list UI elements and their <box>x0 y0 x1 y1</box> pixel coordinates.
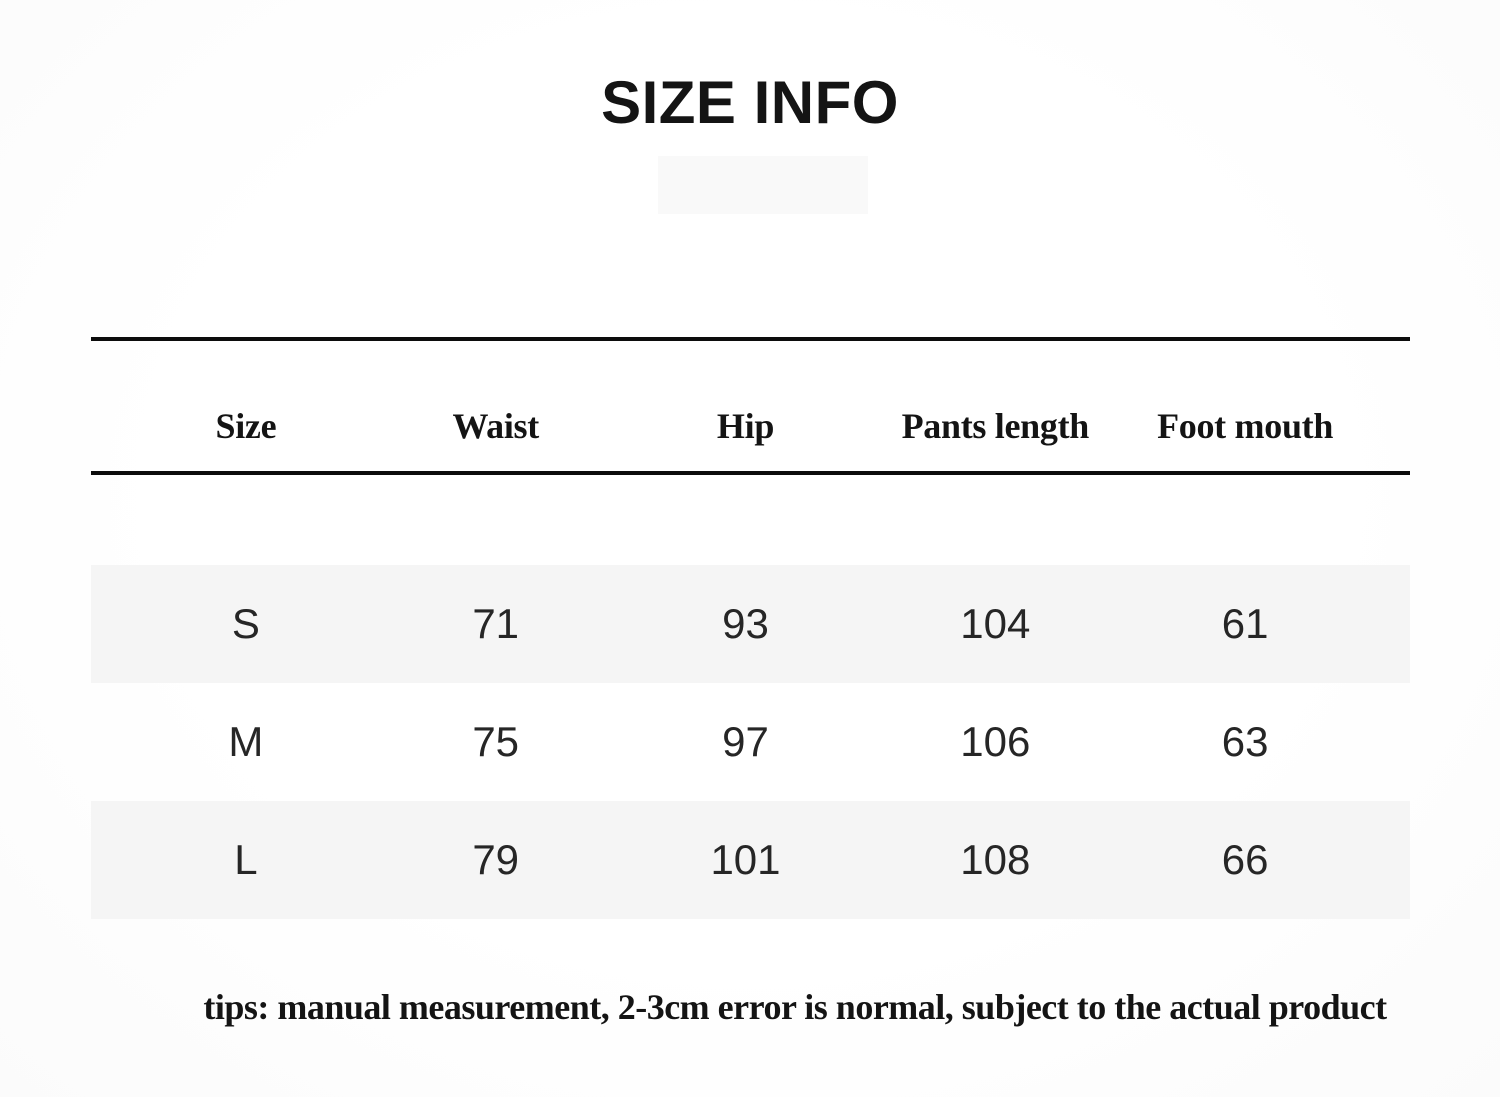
table-row-s: S 71 93 104 61 <box>91 565 1410 683</box>
cell-foot-mouth-value: 66 <box>1221 836 1269 883</box>
cell-pants-length-value: 106 <box>960 718 1031 765</box>
table-header-bottom-rule <box>91 471 1410 475</box>
table-top-rule <box>91 337 1410 341</box>
header-cell-size: Size <box>215 406 277 446</box>
cell-hip-value: 101 <box>710 836 781 883</box>
page-title: SIZE INFO <box>601 69 899 136</box>
table-row-l: L 79 101 108 66 <box>91 801 1410 919</box>
cell-waist-value: 71 <box>472 600 520 647</box>
header-cell-pants-length: Pants length <box>901 406 1090 446</box>
table-gap <box>91 475 1410 565</box>
faint-watermark-artifact <box>658 156 868 214</box>
cell-waist-value: 79 <box>472 836 520 883</box>
size-chart-table: Size Waist Hip Pants length Foot mouth S… <box>91 337 1410 919</box>
cell-pants-length-value: 104 <box>960 600 1031 647</box>
table-row-m: M 75 97 106 63 <box>91 683 1410 801</box>
cell-hip-value: 93 <box>722 600 769 647</box>
measurement-tip-text: tips: manual measurement, 2-3cm error is… <box>203 987 1387 1027</box>
cell-size-label: L <box>234 836 258 883</box>
cell-pants-length-value: 108 <box>960 836 1031 883</box>
table-header-row: Size Waist Hip Pants length Foot mouth <box>91 341 1410 471</box>
header-cell-waist: Waist <box>452 406 539 446</box>
cell-size-label: M <box>228 718 264 765</box>
cell-hip-value: 97 <box>722 718 769 765</box>
cell-size-label: S <box>231 600 260 647</box>
cell-foot-mouth-value: 63 <box>1221 718 1269 765</box>
header-cell-hip: Hip <box>716 406 775 446</box>
cell-foot-mouth-value: 61 <box>1221 600 1269 647</box>
cell-waist-value: 75 <box>472 718 520 765</box>
header-cell-foot-mouth: Foot mouth <box>1157 406 1334 446</box>
